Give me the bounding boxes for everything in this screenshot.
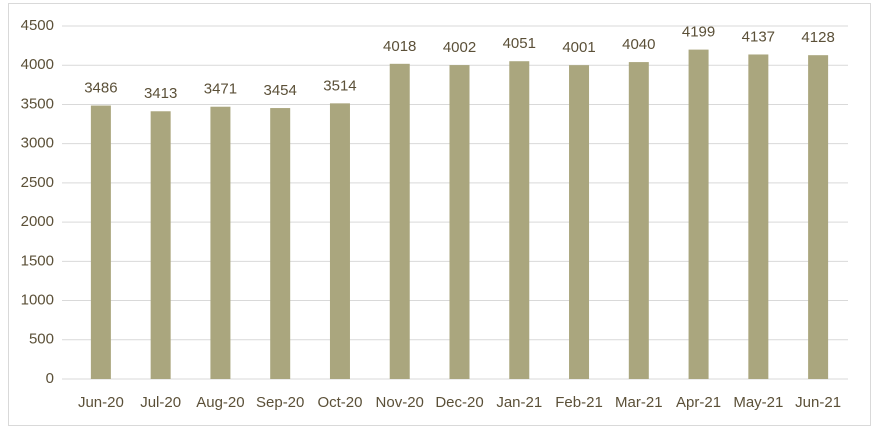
bar: [90, 105, 111, 379]
data-label: 3413: [144, 85, 177, 102]
x-tick-label: Mar-21: [615, 394, 663, 411]
bar: [569, 65, 590, 380]
x-tick-label: Nov-20: [376, 394, 424, 411]
bar: [509, 61, 530, 379]
bar: [628, 62, 649, 380]
x-tick-label: May-21: [733, 394, 783, 411]
data-label: 3454: [264, 82, 297, 99]
x-tick-label: Aug-20: [196, 394, 244, 411]
bar: [270, 108, 291, 379]
data-label: 4002: [443, 39, 476, 56]
data-label: 4199: [682, 24, 715, 41]
data-label: 4137: [742, 28, 775, 45]
y-tick-label: 1000: [21, 292, 54, 309]
bar: [808, 55, 829, 379]
y-tick-label: 1500: [21, 252, 54, 269]
bar: [329, 103, 350, 379]
y-tick-label: 3500: [21, 95, 54, 112]
data-label: 3514: [323, 77, 356, 94]
chart-frame: [8, 3, 871, 426]
x-tick-label: Sep-20: [256, 394, 304, 411]
bar: [748, 54, 769, 379]
bar: [210, 106, 231, 379]
x-tick-label: Feb-21: [555, 394, 603, 411]
x-tick-label: Jun-20: [78, 394, 124, 411]
data-label: 4040: [622, 36, 655, 53]
y-tick-label: 500: [29, 331, 54, 348]
data-label: 4128: [801, 29, 834, 46]
data-label: 3486: [84, 80, 117, 97]
x-tick-label: Jul-20: [140, 394, 181, 411]
data-label: 3471: [204, 81, 237, 98]
data-label: 4018: [383, 38, 416, 55]
y-tick-label: 3000: [21, 135, 54, 152]
y-tick-label: 2500: [21, 174, 54, 191]
x-tick-label: Jun-21: [795, 394, 841, 411]
data-label: 4051: [503, 35, 536, 52]
x-tick-label: Oct-20: [317, 394, 362, 411]
y-tick-label: 4000: [21, 56, 54, 73]
bar: [688, 49, 709, 379]
y-tick-label: 0: [46, 370, 54, 387]
bar: [449, 65, 470, 379]
bar: [150, 111, 171, 380]
x-tick-label: Apr-21: [676, 394, 721, 411]
y-tick-label: 2000: [21, 213, 54, 230]
data-label: 4001: [562, 39, 595, 56]
x-tick-label: Jan-21: [496, 394, 542, 411]
y-tick-label: 4500: [21, 17, 54, 34]
bar: [389, 63, 410, 380]
x-tick-label: Dec-20: [435, 394, 483, 411]
